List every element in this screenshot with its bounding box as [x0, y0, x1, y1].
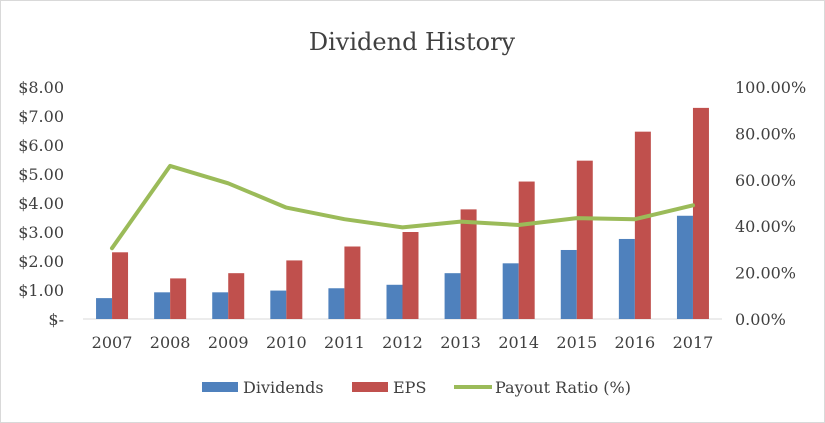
- dividends-legend-label: Dividends: [243, 378, 324, 397]
- dividends-bar: [212, 292, 229, 319]
- left-axis-ticks: $- $1.00 $2.00 $3.00 $4.00 $5.00 $6.00 $7.00 $8.…: [18, 78, 64, 329]
- dividends-bar: [618, 238, 635, 319]
- left-tick-label: $7.00: [18, 107, 64, 126]
- right-tick-label: 80.00%: [735, 124, 796, 143]
- left-tick-label: $6.00: [18, 136, 64, 155]
- right-tick-label: 20.00%: [735, 264, 796, 283]
- left-tick-label: $4.00: [18, 194, 64, 213]
- eps-bar: [634, 131, 651, 319]
- eps-bar: [576, 160, 593, 319]
- left-tick-label: $3.00: [18, 223, 64, 242]
- dividends-bar: [502, 263, 519, 319]
- left-tick-label: $8.00: [18, 78, 64, 97]
- eps-bar: [112, 252, 129, 319]
- dividends-bar: [444, 273, 461, 319]
- x-axis-ticks: 2007 2008 2009 2010 2011 2012 2013 2014 2015 2016…: [92, 333, 714, 352]
- x-tick-label: 2011: [324, 333, 365, 352]
- x-tick-label: 2008: [150, 333, 191, 352]
- eps-bar: [228, 273, 245, 319]
- payout-line-group: [110, 163, 695, 251]
- payout-ratio-line: [110, 163, 695, 251]
- dividends-bar: [676, 215, 693, 319]
- x-tick-label: 2014: [498, 333, 539, 352]
- dividends-bar: [154, 292, 171, 319]
- dividends-bar: [560, 249, 577, 319]
- x-tick-label: 2017: [673, 333, 714, 352]
- left-tick-label: $2.00: [18, 252, 64, 271]
- eps-bar: [402, 232, 419, 319]
- x-tick-label: 2015: [556, 333, 597, 352]
- dividends-bar: [96, 298, 113, 319]
- dividends-bar: [270, 290, 287, 319]
- eps-bar: [460, 209, 477, 319]
- payout-ratio-legend-label: Payout Ratio (%): [495, 378, 631, 397]
- left-tick-label: $-: [48, 310, 64, 329]
- eps-bar: [344, 246, 361, 319]
- eps-bar: [286, 260, 303, 319]
- legend: Dividends EPS Payout Ratio (%): [202, 378, 631, 397]
- x-tick-label: 2016: [615, 333, 656, 352]
- eps-legend-label: EPS: [393, 378, 426, 397]
- left-tick-label: $5.00: [18, 165, 64, 184]
- x-tick-label: 2007: [92, 333, 133, 352]
- right-tick-label: 0.00%: [735, 310, 786, 329]
- dividends-bar: [386, 284, 403, 319]
- x-tick-label: 2009: [208, 333, 249, 352]
- eps-legend-swatch: [352, 382, 388, 392]
- right-tick-label: 100.00%: [735, 78, 806, 97]
- x-tick-label: 2012: [382, 333, 423, 352]
- right-tick-label: 60.00%: [735, 171, 796, 190]
- bars: [96, 107, 709, 319]
- x-tick-label: 2013: [440, 333, 481, 352]
- dividends-legend-swatch: [202, 382, 238, 392]
- chart-title: Dividend History: [309, 28, 516, 56]
- eps-bar: [170, 278, 187, 319]
- right-axis-ticks: 0.00% 20.00% 40.00% 60.00% 80.00% 100.00%: [735, 78, 806, 329]
- left-tick-label: $1.00: [18, 281, 64, 300]
- right-tick-label: 40.00%: [735, 217, 796, 236]
- eps-bar: [692, 107, 709, 319]
- eps-bar: [518, 181, 535, 319]
- x-tick-label: 2010: [266, 333, 307, 352]
- dividends-bar: [328, 288, 345, 319]
